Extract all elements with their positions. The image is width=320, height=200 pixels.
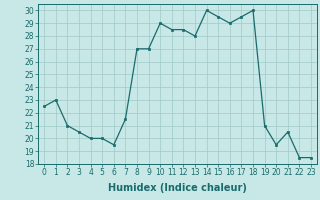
X-axis label: Humidex (Indice chaleur): Humidex (Indice chaleur) bbox=[108, 183, 247, 193]
